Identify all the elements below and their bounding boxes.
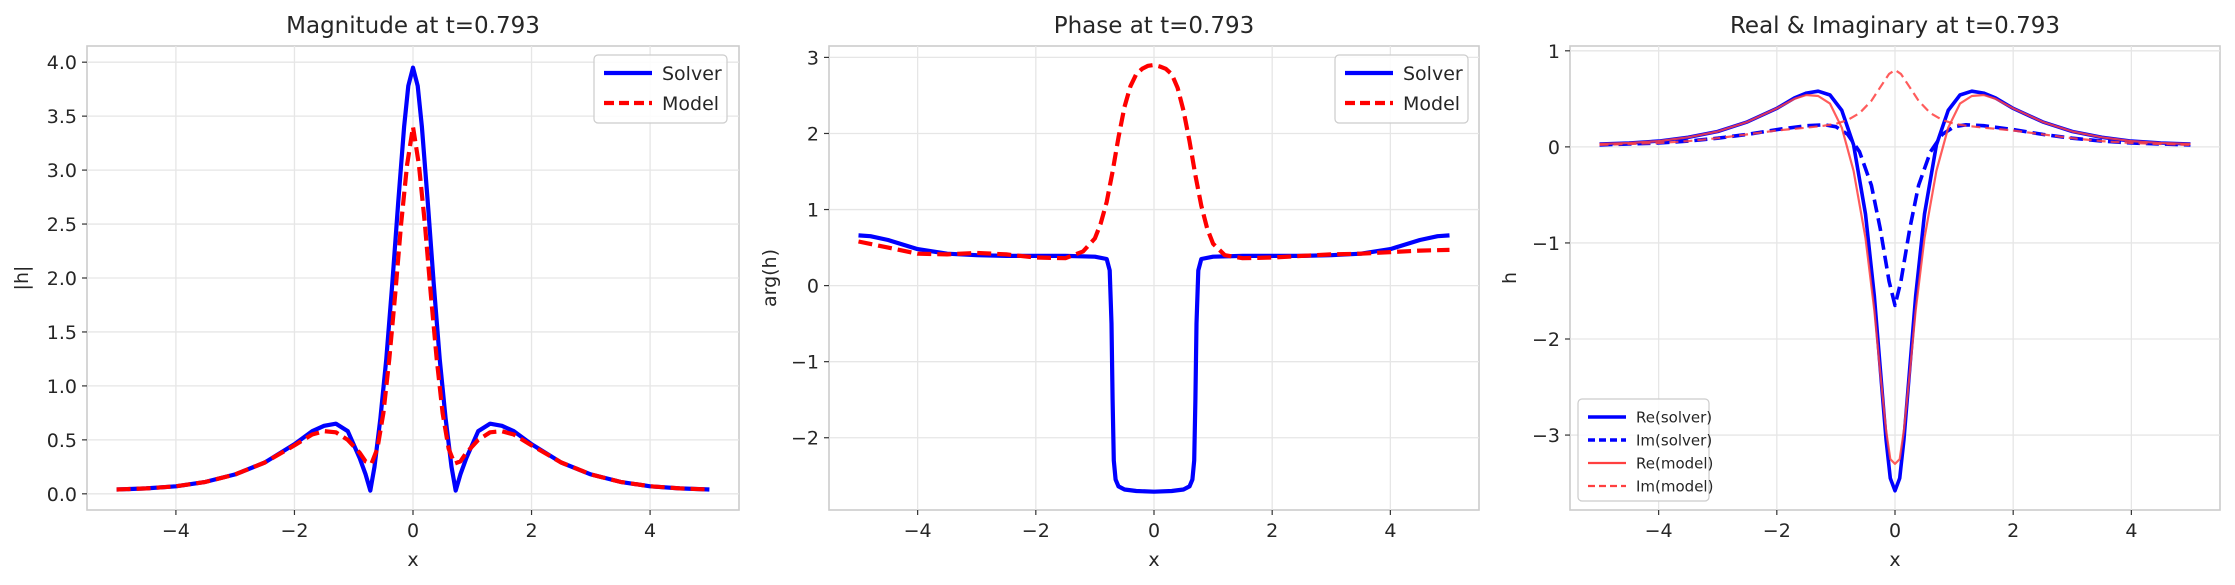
y-tick-label: −3 xyxy=(1532,425,1560,447)
y-tick-label: 0 xyxy=(1548,137,1560,159)
x-tick-label: −4 xyxy=(904,520,932,542)
panel-title: Phase at t=0.793 xyxy=(1054,13,1255,39)
legend-box xyxy=(1577,398,1710,502)
series-group xyxy=(116,65,710,493)
x-tick-label: 4 xyxy=(644,520,656,542)
y-tick-label: 2.0 xyxy=(47,268,77,290)
x-tick-label: 0 xyxy=(407,520,419,542)
panel-title: Magnitude at t=0.793 xyxy=(286,13,540,39)
y-tick-label: 2 xyxy=(807,123,819,145)
legend: Solver Model xyxy=(1334,54,1469,124)
y-axis-label: arg(h) xyxy=(759,249,781,307)
series-line-solver xyxy=(858,233,1450,494)
y-tick-label: 1 xyxy=(1548,41,1560,63)
legend: Solver Model xyxy=(593,54,728,124)
panel-2: −4 −2 0 2 4 −2 −1 0 1 2 3 Phase at t=0.793 x arg(h) So… xyxy=(759,13,1480,571)
legend: Re(solver) Im(solver) Re(model) Im(model) xyxy=(1577,398,1713,502)
y-tick-label: 4.0 xyxy=(47,52,77,74)
y-tick-label: 1 xyxy=(807,200,819,222)
y-tick-label: 0.5 xyxy=(47,430,77,452)
legend-label: Im(model) xyxy=(1636,477,1713,495)
x-tick-label: −2 xyxy=(1022,520,1050,542)
legend-label: Re(model) xyxy=(1636,454,1713,472)
legend-label: Model xyxy=(662,93,719,115)
y-tick-label: 3 xyxy=(807,47,819,69)
legend-label: Model xyxy=(1403,93,1460,115)
panel-title: Real & Imaginary at t=0.793 xyxy=(1730,13,2060,39)
x-tick-label: −2 xyxy=(1763,520,1791,542)
y-axis-label: |h| xyxy=(11,266,33,291)
y-tick-label: 2.5 xyxy=(47,214,77,236)
y-tick-label: −2 xyxy=(1532,329,1560,351)
legend-label: Im(solver) xyxy=(1636,431,1712,449)
y-tick-label: 3.5 xyxy=(47,106,77,128)
x-tick-label: 0 xyxy=(1148,520,1160,542)
y-tick-label: 0.0 xyxy=(47,484,77,506)
x-axis-label: x xyxy=(1889,549,1900,571)
y-tick-label: −1 xyxy=(1532,233,1560,255)
panel-1: −4 −2 0 2 4 0.0 0.5 1.0 1.5 2.0 2.5 3.0 3.5 4.0 Magnit… xyxy=(11,13,740,571)
legend-label: Re(solver) xyxy=(1636,408,1712,426)
x-tick-label: 2 xyxy=(1266,520,1278,542)
x-tick-label: −4 xyxy=(162,520,190,542)
y-tick-label: 1.5 xyxy=(47,322,77,344)
x-axis-label: x xyxy=(407,549,418,571)
x-axis-label: x xyxy=(1148,549,1159,571)
series-line-model xyxy=(858,62,1450,261)
panel-3: −4 −2 0 2 4 −3 −2 −1 0 1 Real & Imaginary at t=0.7… xyxy=(1499,13,2221,571)
x-tick-label: 4 xyxy=(1384,520,1396,542)
series-line-im-model xyxy=(1599,68,2191,146)
series-line-re-model xyxy=(1599,93,2191,465)
y-axis-label: h xyxy=(1499,272,1521,284)
y-tick-label: −1 xyxy=(791,352,819,374)
series-group xyxy=(858,62,1450,494)
x-tick-label: 2 xyxy=(525,520,537,542)
x-tick-label: 4 xyxy=(2125,520,2137,542)
series-group xyxy=(1599,68,2191,493)
legend-label: Solver xyxy=(1403,63,1463,85)
x-tick-label: −4 xyxy=(1645,520,1673,542)
x-tick-label: 0 xyxy=(1889,520,1901,542)
y-tick-label: 1.0 xyxy=(47,376,77,398)
y-tick-label: 0 xyxy=(807,276,819,298)
x-tick-label: −2 xyxy=(280,520,308,542)
y-tick-label: −2 xyxy=(791,428,819,450)
x-tick-label: 2 xyxy=(2007,520,2019,542)
y-tick-label: 3.0 xyxy=(47,160,77,182)
series-line-solver xyxy=(116,65,710,493)
legend-label: Solver xyxy=(662,63,722,85)
